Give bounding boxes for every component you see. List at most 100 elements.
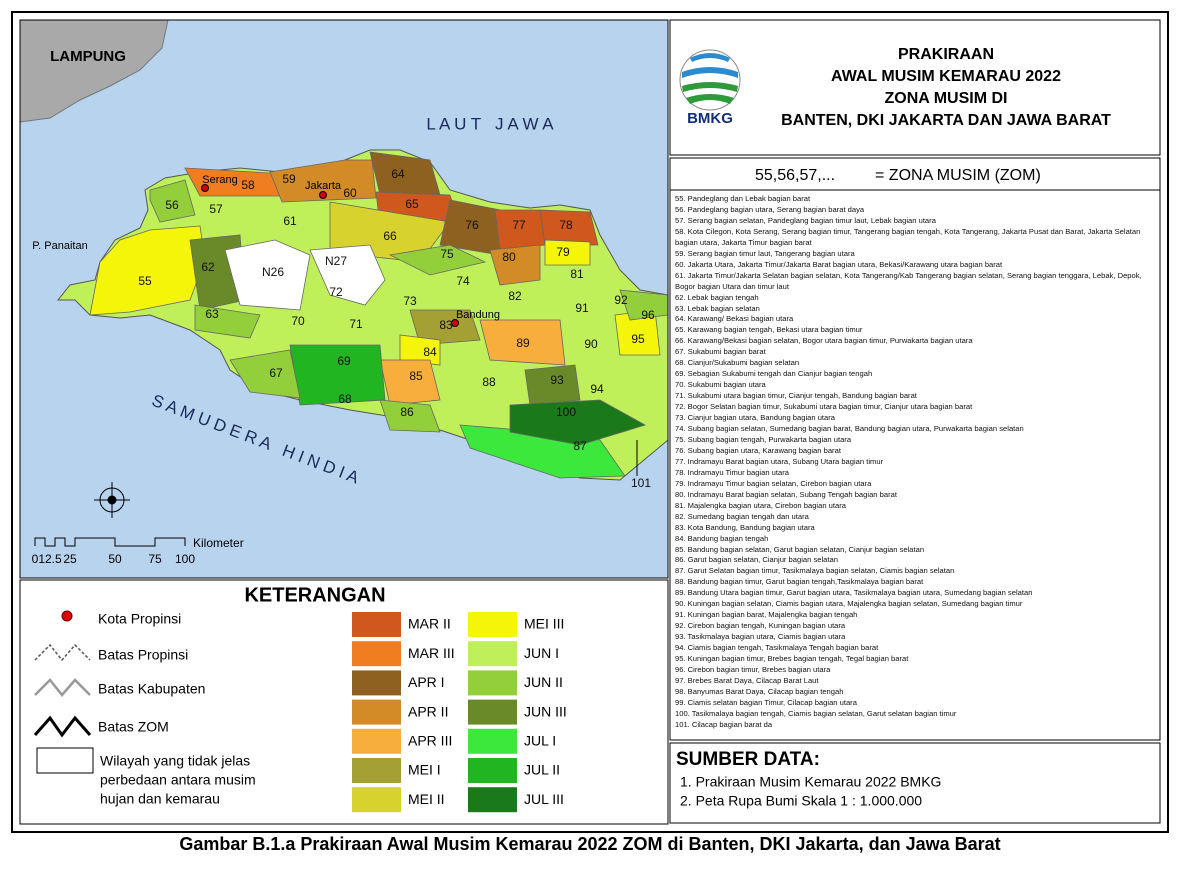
legend-class-label: JUN III xyxy=(524,703,567,719)
zone-description: 80. Indramayu Barat bagian selatan, Suba… xyxy=(675,489,897,499)
zone-label: 66 xyxy=(383,229,397,243)
zone-label: 73 xyxy=(403,294,417,308)
zone-label: 55 xyxy=(138,274,152,288)
legend-class-label: MEI I xyxy=(408,762,441,778)
city-dot xyxy=(319,191,327,199)
zone-description: 66. Karawang/Bekasi bagian selatan, Bogo… xyxy=(675,336,973,346)
scale-label: 100 xyxy=(175,552,195,566)
sources-frame xyxy=(669,742,1161,824)
legend-swatch xyxy=(468,699,517,725)
place-label: Serang xyxy=(202,174,237,186)
zone-description: 64. Karawang/ Bekasi bagian utara xyxy=(675,314,794,324)
zone-label: 79 xyxy=(556,245,570,259)
zone-label: 81 xyxy=(570,267,584,281)
legend-class-label: JUL I xyxy=(524,733,556,749)
legend-swatch xyxy=(352,787,401,813)
zom-example: 55,56,57,... xyxy=(755,167,835,184)
zone-label: 67 xyxy=(269,366,283,380)
zone-description: 70. Sukabumi bagian utara xyxy=(675,380,766,390)
zone-label: 87 xyxy=(573,439,587,453)
scale-label: 25 xyxy=(63,552,77,566)
legend-swatch xyxy=(468,758,517,783)
scale-unit: Kilometer xyxy=(193,536,244,550)
zone-label: 86 xyxy=(400,405,414,419)
zone-description: 76. Subang bagian utara, Karawang bagian… xyxy=(675,445,841,455)
zone-list: 55. Pandeglang dan Lebak bagian barat 56.… xyxy=(675,194,1157,740)
zone-description: 58. Kota Cilegon, Kota Serang, Serang ba… xyxy=(675,226,1141,247)
map-frame xyxy=(19,19,669,579)
zone-description: 67. Sukabumi bagian barat xyxy=(675,347,766,357)
place-label: L A U T J A W A xyxy=(426,114,554,133)
scale-label: 50 xyxy=(108,552,122,566)
zone-description: 72. Bogor Selatan bagian timur, Sukabumi… xyxy=(675,402,973,412)
place-label: LAMPUNG xyxy=(50,48,126,65)
sources-title: SUMBER DATA: xyxy=(676,749,820,770)
zone-description: 65. Karawang bagian tengah, Bekasi utara… xyxy=(675,325,863,335)
zone-label: 74 xyxy=(456,274,470,288)
zone-description: 87. Garut Selatan bagian timur, Tasikmal… xyxy=(675,566,955,576)
source-item: 1. Prakiraan Musim Kemarau 2022 BMKG xyxy=(680,774,941,790)
zone-description: 86. Garut bagian selatan, Cianjur bagian… xyxy=(675,555,838,565)
zone-description: 71. Sukabumi utara bagian timur, Cianjur… xyxy=(675,391,917,401)
zone-description: 63. Lebak bagian selatan xyxy=(675,303,760,313)
legend-swatch xyxy=(352,699,401,725)
zone-description: 62. Lebak bagian tengah xyxy=(675,292,759,302)
zone-description: 94. Ciamis bagian tengah, Tasikmalaya Te… xyxy=(675,643,879,653)
zone-description: 93. Tasikmalaya bagian utara, Ciamis bag… xyxy=(675,632,846,642)
outer-frame xyxy=(11,11,1169,833)
place-label: Bandung xyxy=(456,309,500,321)
zone-label: 94 xyxy=(590,382,604,396)
legend-swatch xyxy=(352,758,401,783)
zone-description: 95. Kuningan bagian timur, Brebes bagian… xyxy=(675,654,909,664)
zone-label: 58 xyxy=(241,178,255,192)
legend-symbol-label: Kota Propinsi xyxy=(98,611,181,627)
legend-symbol-label: Batas ZOM xyxy=(98,719,169,735)
zone-label: 64 xyxy=(391,167,405,181)
zone-label: 72 xyxy=(329,285,343,299)
zone-description: 101. Cilacap bagian barat da xyxy=(675,719,773,729)
legend-unclear-label: hujan dan kemarau xyxy=(100,791,220,807)
legend-symbol-label: Batas Propinsi xyxy=(98,647,188,663)
zone-label: 91 xyxy=(575,301,589,315)
zone-description: 73. Cianjur bagian utara, Bandung bagian… xyxy=(675,413,836,423)
zone-description: 92. Cirebon bagian tengah, Kuningan bagi… xyxy=(675,621,846,631)
zom-meaning: = ZONA MUSIM (ZOM) xyxy=(875,167,1041,184)
legend-title: KETERANGAN xyxy=(244,584,385,606)
legend-class-label: APR II xyxy=(408,703,448,719)
list-frame xyxy=(669,189,1161,741)
title-line: BANTEN, DKI JAKARTA DAN JAWA BARAT xyxy=(781,112,1111,129)
title-line: PRAKIRAAN xyxy=(898,46,994,63)
zone-label: 59 xyxy=(282,172,296,186)
place-label: P. Panaitan xyxy=(32,240,87,252)
source-item: 2. Peta Rupa Bumi Skala 1 : 1.000.000 xyxy=(680,793,922,809)
legend-swatch xyxy=(468,728,517,754)
zone-label: 82 xyxy=(508,289,522,303)
legend-class-label: JUL II xyxy=(524,762,560,778)
zone-label: 84 xyxy=(423,345,437,359)
place-label: Jakarta xyxy=(305,180,342,192)
scale-label: 75 xyxy=(148,552,162,566)
zone-label: 95 xyxy=(631,332,645,346)
zone-label: 96 xyxy=(641,308,655,322)
zone-label: 101 xyxy=(631,476,651,490)
legend-class-label: JUN I xyxy=(524,645,559,661)
zone-description: 68. Cianjur/Sukabumi bagian selatan xyxy=(675,358,800,368)
scale-bar xyxy=(34,537,186,547)
legend-class-label: MEI III xyxy=(524,616,564,632)
legend-class-label: JUN II xyxy=(524,674,563,690)
city-dot xyxy=(201,184,209,192)
title-line: AWAL MUSIM KEMARAU 2022 xyxy=(831,68,1061,85)
zone-description: 84. Bandung bagian tengah xyxy=(675,533,769,543)
city-dot xyxy=(451,319,459,327)
map xyxy=(20,20,668,578)
zone-label: N27 xyxy=(325,254,347,268)
zone-label: 77 xyxy=(512,218,526,232)
zone-description: 81. Majalengka bagian utara, Cirebon bag… xyxy=(675,500,846,510)
zone-label: 69 xyxy=(337,354,351,368)
zone-description: 85. Bandung bagian selatan, Garut bagian… xyxy=(675,544,925,554)
zom-symbol xyxy=(33,715,92,738)
zone-description: 79. Indramayu Timur bagian selatan, Cire… xyxy=(675,478,872,488)
zone-description: 60. Jakarta Utara, Jakarta Timur/Jakarta… xyxy=(675,259,1003,269)
